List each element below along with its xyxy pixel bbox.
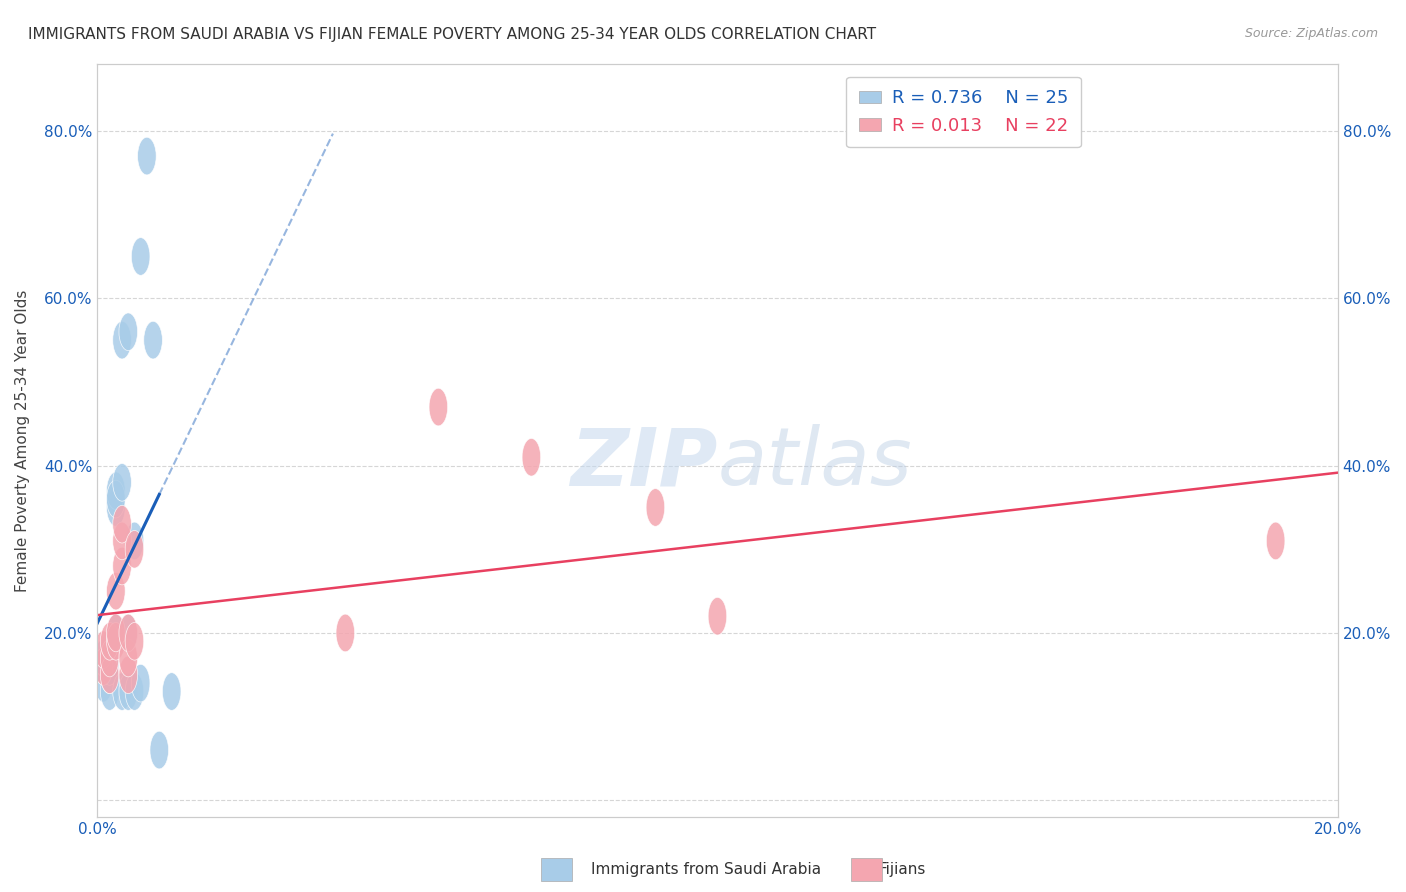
Text: Source: ZipAtlas.com: Source: ZipAtlas.com bbox=[1244, 27, 1378, 40]
Text: ZIP: ZIP bbox=[569, 424, 717, 502]
Ellipse shape bbox=[100, 631, 120, 668]
Ellipse shape bbox=[107, 573, 125, 610]
Ellipse shape bbox=[120, 673, 138, 710]
Ellipse shape bbox=[112, 673, 131, 710]
Ellipse shape bbox=[120, 614, 138, 652]
Y-axis label: Female Poverty Among 25-34 Year Olds: Female Poverty Among 25-34 Year Olds bbox=[15, 289, 30, 591]
Ellipse shape bbox=[336, 614, 354, 652]
Ellipse shape bbox=[107, 614, 125, 652]
Ellipse shape bbox=[107, 489, 125, 526]
Text: Immigrants from Saudi Arabia: Immigrants from Saudi Arabia bbox=[591, 863, 821, 877]
Ellipse shape bbox=[125, 673, 143, 710]
Ellipse shape bbox=[100, 623, 120, 660]
Ellipse shape bbox=[162, 673, 181, 710]
Legend: R = 0.736    N = 25, R = 0.013    N = 22: R = 0.736 N = 25, R = 0.013 N = 22 bbox=[846, 77, 1081, 147]
Ellipse shape bbox=[94, 640, 112, 677]
Ellipse shape bbox=[107, 614, 125, 652]
Ellipse shape bbox=[100, 673, 120, 710]
Ellipse shape bbox=[120, 313, 138, 351]
Ellipse shape bbox=[100, 656, 120, 694]
Text: Fijians: Fijians bbox=[879, 863, 927, 877]
Ellipse shape bbox=[94, 665, 112, 702]
Ellipse shape bbox=[647, 489, 665, 526]
Ellipse shape bbox=[107, 472, 125, 509]
Ellipse shape bbox=[125, 531, 143, 568]
Ellipse shape bbox=[94, 648, 112, 685]
Text: atlas: atlas bbox=[717, 424, 912, 502]
Ellipse shape bbox=[125, 522, 143, 560]
Ellipse shape bbox=[112, 464, 131, 501]
Ellipse shape bbox=[143, 321, 162, 359]
Ellipse shape bbox=[100, 648, 120, 685]
Ellipse shape bbox=[131, 237, 150, 276]
Ellipse shape bbox=[120, 614, 138, 652]
Ellipse shape bbox=[112, 522, 131, 560]
Ellipse shape bbox=[125, 623, 143, 660]
Text: IMMIGRANTS FROM SAUDI ARABIA VS FIJIAN FEMALE POVERTY AMONG 25-34 YEAR OLDS CORR: IMMIGRANTS FROM SAUDI ARABIA VS FIJIAN F… bbox=[28, 27, 876, 42]
Ellipse shape bbox=[107, 623, 125, 660]
Ellipse shape bbox=[131, 665, 150, 702]
Ellipse shape bbox=[94, 631, 112, 668]
Ellipse shape bbox=[138, 137, 156, 175]
Ellipse shape bbox=[120, 656, 138, 694]
Ellipse shape bbox=[112, 321, 131, 359]
Ellipse shape bbox=[709, 598, 727, 635]
Ellipse shape bbox=[150, 731, 169, 769]
Ellipse shape bbox=[112, 506, 131, 543]
Ellipse shape bbox=[120, 640, 138, 677]
Ellipse shape bbox=[522, 439, 541, 476]
Ellipse shape bbox=[100, 640, 120, 677]
Ellipse shape bbox=[100, 656, 120, 694]
Ellipse shape bbox=[94, 648, 112, 685]
Ellipse shape bbox=[429, 388, 447, 425]
Ellipse shape bbox=[1267, 522, 1285, 560]
Ellipse shape bbox=[107, 480, 125, 518]
Ellipse shape bbox=[112, 547, 131, 585]
